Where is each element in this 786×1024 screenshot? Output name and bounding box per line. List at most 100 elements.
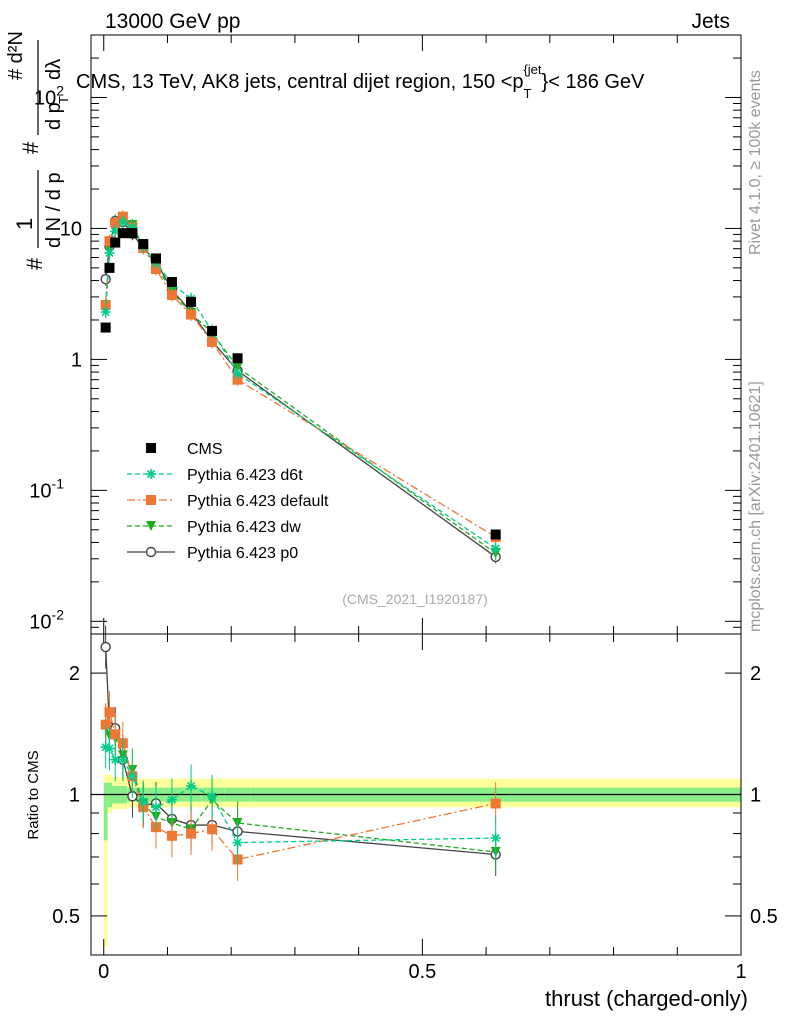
data-point [100,322,111,333]
ratio-line [105,647,496,856]
ratio-series-pythia-6-423-p0 [100,625,501,876]
ratio-point [138,796,149,807]
y-tick-label: 102 [34,82,64,109]
x-tick-label: 0.5 [408,961,436,983]
ylabel-den2: d p [43,102,65,130]
ratio-y-tick-label: 0.5 [52,906,80,928]
ylabel-den: d N / d p [43,172,65,248]
main-series-layer [100,210,501,564]
x-axis-label: thrust (charged-only) [545,986,748,1011]
ylabel-hash: # [22,257,47,270]
ylabel-hash2: # [18,141,43,154]
series-line [105,215,496,538]
ratio-point [100,641,111,653]
data-point [110,237,121,248]
data-point [166,290,177,301]
main-axes: 10-2 10-1 1 10 102 [29,34,742,635]
ratio-point [207,824,218,835]
ratio-series-pythia-6-423-d6t [100,725,501,864]
ratio-point [117,754,128,765]
ratio-point [207,791,218,802]
legend-marker [146,521,156,531]
data-point [151,253,161,264]
ylabel-one: 1 [12,218,37,230]
data-point [100,300,111,311]
ratio-point [104,707,115,718]
ratio-y-tick-label-right: 1 [750,785,761,807]
series-cms [100,228,501,540]
legend-marker [146,495,156,505]
legend-marker [146,443,156,453]
x-tick-label: 0 [98,961,109,983]
ylabel-dlambda: dλ [43,59,65,80]
y-tick-label: 1 [71,349,82,371]
ratio-point [100,719,111,730]
ratio-point [104,743,115,754]
ratio-frame [90,633,742,956]
data-point [490,543,501,554]
data-point [207,325,218,336]
y-tick-label: 10-1 [29,475,64,502]
ratio-y-tick-label: 2 [69,663,80,685]
y-tick-label: 10 [60,218,82,240]
analysis-watermark: (CMS_2021_I1920187) [342,591,488,607]
y-tick-label: 10-2 [29,606,64,633]
ratio-series-layer [100,625,501,881]
title-sub: T [524,86,532,101]
ratio-point [166,830,177,841]
data-point [110,218,121,229]
legend-label: Pythia 6.423 p0 [187,545,298,562]
legend-label: CMS [187,441,223,458]
ratio-line [105,725,496,853]
series-line [105,221,497,549]
data-point [100,307,111,318]
legend-label: Pythia 6.423 dw [187,519,301,536]
data-point [117,216,128,227]
ratio-bands [91,774,741,947]
header-left: 13000 GeV pp [105,10,240,33]
data-point [186,296,197,307]
ratio-axes: 0.5 0.5 1 1 2 2 0 0.5 1 [52,634,778,983]
ratio-ylabel: Ratio to CMS [25,750,42,839]
data-point [166,276,177,287]
ratio-point [186,828,197,839]
data-point [138,239,149,250]
rivet-label: Rivet 4.1.0, ≥ 100k events [747,70,764,255]
ratio-point [151,802,161,813]
title-prefix: CMS, 13 TeV, AK8 jets, central dijet reg… [76,71,524,93]
data-point [117,228,128,239]
ratio-point [490,833,501,844]
legend-marker [145,546,157,558]
data-point [207,336,218,347]
data-point [186,309,197,320]
ratio-point [110,729,121,740]
data-point [104,247,115,258]
data-point [104,236,115,247]
legend-marker [146,469,156,479]
title-sup: {jet [523,62,541,77]
header-right: Jets [691,10,730,33]
ratio-y-tick-label-right: 2 [750,663,761,685]
x-tick-label: 1 [735,961,746,983]
data-point [232,368,243,379]
data-point [127,228,138,239]
ratio-point [490,798,501,809]
data-point [151,264,161,275]
main-ylabel: # 1 d N / d p # # d²N d p T dλ [5,31,71,270]
data-point [104,262,115,273]
mcplots-label: mcplots.cern.ch [arXiv:2401.10621] [747,381,764,632]
main-title: CMS, 13 TeV, AK8 jets, central dijet reg… [76,62,645,101]
data-point [100,273,111,285]
uncertainty-band-inner [103,782,108,841]
ratio-y-tick-label-right: 0.5 [750,906,778,928]
ratio-point [186,780,197,791]
title-suffix: }< 186 GeV [542,71,646,93]
ylabel-num: # d²N [5,31,27,80]
legend-label: Pythia 6.423 d6t [187,467,303,484]
ratio-y-tick-label: 1 [69,785,80,807]
ratio-point [127,771,138,782]
uncertainty-band-outer [103,774,108,947]
ratio-point [166,794,177,805]
ratio-point [232,837,243,848]
